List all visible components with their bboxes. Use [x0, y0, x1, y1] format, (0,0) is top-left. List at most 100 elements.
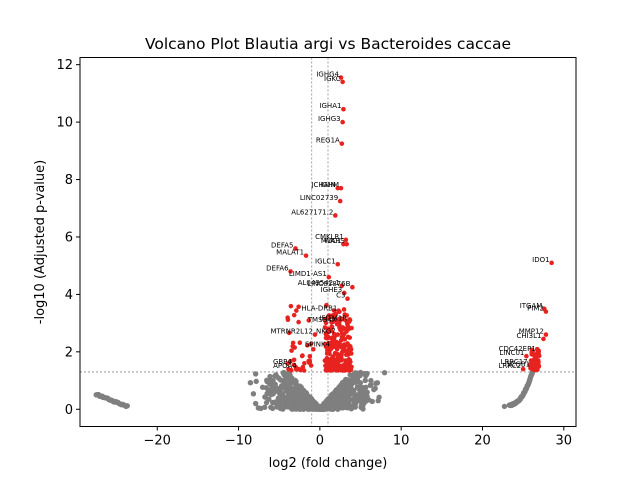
gene-label: GBP4	[273, 358, 292, 366]
significant-point	[326, 335, 331, 340]
y-tick-label: 0	[65, 403, 73, 418]
significant-point	[307, 358, 313, 364]
nonsignificant-point	[253, 378, 259, 385]
x-tick-label: 20	[474, 434, 491, 449]
nonsignificant-point	[501, 403, 508, 410]
significant-point	[326, 340, 331, 346]
nonsignificant-point	[347, 372, 353, 378]
significant-point	[326, 274, 332, 280]
gene-label: AL049542.1	[298, 279, 340, 287]
plot-frame	[79, 57, 577, 427]
gene-label: IGHA1	[319, 102, 341, 110]
significant-point	[339, 141, 345, 146]
gene-label: SCGB1	[506, 361, 530, 369]
significant-point	[333, 213, 338, 218]
significant-point	[349, 325, 354, 331]
nonsignificant-point	[376, 394, 382, 400]
significant-point	[312, 332, 318, 337]
significant-point	[341, 326, 346, 331]
significant-point	[323, 367, 329, 373]
nonsignificant-point	[356, 398, 363, 404]
nonsignificant-point	[247, 379, 254, 386]
significant-point	[296, 319, 301, 325]
significant-point	[329, 324, 335, 329]
gene-label: ITGAM	[520, 302, 543, 310]
nonsignificant-point	[346, 388, 352, 394]
nonsignificant-point	[371, 386, 377, 393]
gene-label: IGHE3	[321, 286, 343, 294]
significant-point	[543, 332, 549, 337]
gene-label: HLA-DRB1	[301, 305, 337, 313]
significant-point	[296, 366, 302, 372]
gene-label: MUC1	[321, 237, 342, 245]
gene-label: LINC01876B	[307, 280, 350, 288]
significant-point	[329, 368, 335, 373]
nonsignificant-point	[268, 387, 274, 393]
significant-point	[346, 319, 352, 324]
significant-point	[345, 296, 350, 302]
nonsignificant-point	[252, 371, 259, 377]
y-tick-label: 6	[65, 230, 73, 245]
significant-point	[529, 365, 535, 370]
nonsignificant-point	[287, 390, 293, 397]
nonsignificant-point	[273, 385, 279, 391]
significant-point	[322, 325, 328, 330]
x-tick-label: 10	[393, 434, 410, 449]
nonsignificant-point	[319, 405, 325, 412]
significant-point	[285, 317, 291, 323]
x-axis: −20 −10 0 10 20 30	[144, 426, 572, 449]
nonsignificant-point	[297, 406, 304, 412]
significant-point	[333, 366, 339, 372]
nonsignificant-point	[328, 398, 335, 404]
significant-point	[337, 309, 342, 314]
nonsignificant-point	[361, 370, 368, 377]
nonsignificant-point	[267, 373, 273, 380]
significant-point	[335, 357, 341, 362]
significant-point	[310, 346, 316, 352]
significant-point	[337, 343, 342, 349]
gene-label: DEFA5	[271, 241, 293, 249]
significant-point	[305, 342, 310, 348]
significant-point	[520, 366, 526, 372]
significant-point	[346, 357, 352, 362]
significant-point	[296, 304, 301, 310]
significant-point	[340, 119, 345, 125]
nonsignificant-point	[255, 405, 262, 411]
gene-label: PIM2	[527, 305, 544, 313]
nonsignificant-point	[354, 375, 361, 381]
significant-point	[535, 367, 540, 372]
significant-point	[286, 330, 292, 336]
nonsignificant-point	[277, 405, 284, 412]
nonsignificant-point	[336, 385, 342, 392]
nonsignificant-point	[368, 377, 374, 384]
significant-point	[541, 306, 547, 312]
gene-label: MTRNR2L12	[270, 328, 313, 336]
significant-point	[330, 312, 336, 318]
gene-label: JCHAIN	[310, 181, 335, 189]
significant-point	[336, 320, 341, 326]
significant-point	[288, 269, 293, 274]
significant-point	[335, 362, 341, 367]
gene-label: TMSB4X	[307, 316, 337, 324]
significant-point	[348, 351, 354, 356]
nonsignificant-point	[294, 389, 301, 395]
significant-point	[341, 241, 346, 247]
gene-label: IGHM	[320, 181, 339, 189]
significant-point	[534, 358, 539, 363]
gene-label: APOA4	[273, 362, 297, 370]
gene-label: IFITM1R	[319, 315, 347, 323]
significant-point	[326, 313, 332, 318]
plot-area	[80, 57, 576, 427]
nonsignificant-point	[288, 375, 294, 381]
significant-point	[340, 79, 345, 85]
gene-label: MMP12	[519, 328, 544, 336]
nonsignificant-point	[250, 391, 257, 397]
significant-point	[299, 353, 305, 359]
significant-point	[288, 303, 294, 309]
gene-label: CHI3L1	[516, 332, 541, 340]
significant-point	[332, 357, 337, 363]
significant-point	[337, 198, 343, 204]
significant-point	[528, 358, 534, 363]
nonsignificant-point	[263, 385, 270, 391]
